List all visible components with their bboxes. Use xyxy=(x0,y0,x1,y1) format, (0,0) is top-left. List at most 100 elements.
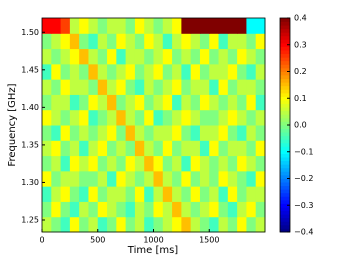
colorbar-segment xyxy=(280,228,290,233)
heatmap-cell xyxy=(255,94,266,111)
heatmap-cell xyxy=(246,140,257,157)
heatmap-cell xyxy=(134,33,145,50)
heatmap-cell xyxy=(97,33,108,50)
heatmap-cell xyxy=(107,216,117,233)
heatmap-cell xyxy=(42,18,52,34)
heatmap-cell xyxy=(172,33,182,50)
heatmap-cell xyxy=(172,186,182,202)
colorbar-segment xyxy=(280,64,290,69)
heatmap-cell xyxy=(199,63,210,80)
heatmap-cell xyxy=(51,94,62,111)
colorbar-segment xyxy=(280,75,290,80)
heatmap-cell xyxy=(116,186,127,202)
heatmap-cell xyxy=(246,216,257,233)
colorbar-segment xyxy=(280,207,290,211)
heatmap-cell xyxy=(227,109,238,126)
heatmap-cell xyxy=(125,33,136,50)
heatmap-cell xyxy=(42,63,52,80)
heatmap-cell xyxy=(199,170,210,187)
heatmap-cell xyxy=(237,48,247,65)
heatmap-cell xyxy=(88,186,99,202)
heatmap-cell xyxy=(162,63,173,80)
heatmap-cell xyxy=(162,140,173,157)
heatmap-cell xyxy=(172,155,182,172)
heatmap-cell xyxy=(79,201,89,218)
heatmap-cell xyxy=(153,186,164,202)
heatmap-cell xyxy=(218,109,229,126)
colorbar-segment xyxy=(280,117,290,122)
colorbar-segment xyxy=(280,171,290,176)
heatmap-cell xyxy=(144,63,154,80)
heatmap-cell xyxy=(42,48,52,65)
heatmap-cell xyxy=(134,63,145,80)
heatmap-cell xyxy=(88,201,99,218)
heatmap-cell xyxy=(97,186,108,202)
heatmap-cell xyxy=(144,79,154,95)
heatmap-cell xyxy=(199,155,210,172)
heatmap-cell xyxy=(144,186,154,202)
heatmap-cell xyxy=(237,18,247,34)
heatmap-cell xyxy=(181,155,192,172)
heatmap-cell xyxy=(162,155,173,172)
heatmap-cell xyxy=(144,216,154,233)
heatmap-cell xyxy=(153,63,164,80)
heatmap-cell xyxy=(237,125,247,141)
heatmap-cell xyxy=(209,201,220,218)
heatmap-cell xyxy=(79,140,89,157)
heatmap-cell xyxy=(134,48,145,65)
heatmap-cell xyxy=(107,48,117,65)
heatmap-cell xyxy=(144,48,154,65)
heatmap-cell xyxy=(218,140,229,157)
heatmap-cell xyxy=(42,33,52,50)
colorbar-segment xyxy=(280,153,290,158)
heatmap-cell xyxy=(246,186,257,202)
heatmap-cell xyxy=(125,216,136,233)
heatmap-cell xyxy=(134,201,145,218)
heatmap-cell xyxy=(51,201,62,218)
y-tick-label: 1.45 xyxy=(21,65,39,74)
heatmap-cell xyxy=(69,63,80,80)
heatmap-cell xyxy=(51,125,62,141)
heatmap-cell xyxy=(209,186,220,202)
heatmap-cell xyxy=(60,155,71,172)
heatmap-cell xyxy=(97,79,108,95)
heatmap-cell xyxy=(69,216,80,233)
heatmap-cell xyxy=(218,33,229,50)
heatmap-cell xyxy=(51,18,62,34)
colorbar-segment xyxy=(280,121,290,126)
heatmap-cell xyxy=(51,48,62,65)
heatmap-cell xyxy=(88,109,99,126)
heatmap-cell xyxy=(199,216,210,233)
heatmap-cell xyxy=(255,216,266,233)
heatmap-cell xyxy=(162,109,173,126)
heatmap-cell xyxy=(255,63,266,80)
heatmap-cell xyxy=(227,63,238,80)
heatmap-cell xyxy=(134,140,145,157)
heatmap-cell xyxy=(97,63,108,80)
heatmap-cell xyxy=(162,48,173,65)
heatmap-cell xyxy=(181,48,192,65)
heatmap-cell xyxy=(153,140,164,157)
heatmap-cell xyxy=(107,170,117,187)
heatmap-cell xyxy=(107,186,117,202)
heatmap-cell xyxy=(255,109,266,126)
heatmap-cell xyxy=(116,125,127,141)
heatmap-cell xyxy=(97,18,108,34)
heatmap-cell xyxy=(97,48,108,65)
colorbar-segment xyxy=(280,96,290,101)
heatmap-cell xyxy=(153,125,164,141)
x-axis-label: Time [ms] xyxy=(127,245,179,256)
y-axis-label: Frequency [GHz] xyxy=(7,83,18,166)
heatmap-cell xyxy=(209,216,220,233)
heatmap-cell xyxy=(218,216,229,233)
heatmap-cell xyxy=(69,186,80,202)
heatmap-cell xyxy=(42,201,52,218)
heatmap-cell xyxy=(69,125,80,141)
heatmap-cell xyxy=(88,79,99,95)
heatmap-cell xyxy=(97,140,108,157)
heatmap-cell xyxy=(60,94,71,111)
heatmap-cell xyxy=(107,140,117,157)
colorbar-segment xyxy=(280,210,290,215)
colorbar-segment xyxy=(280,196,290,201)
heatmap-cell xyxy=(199,201,210,218)
